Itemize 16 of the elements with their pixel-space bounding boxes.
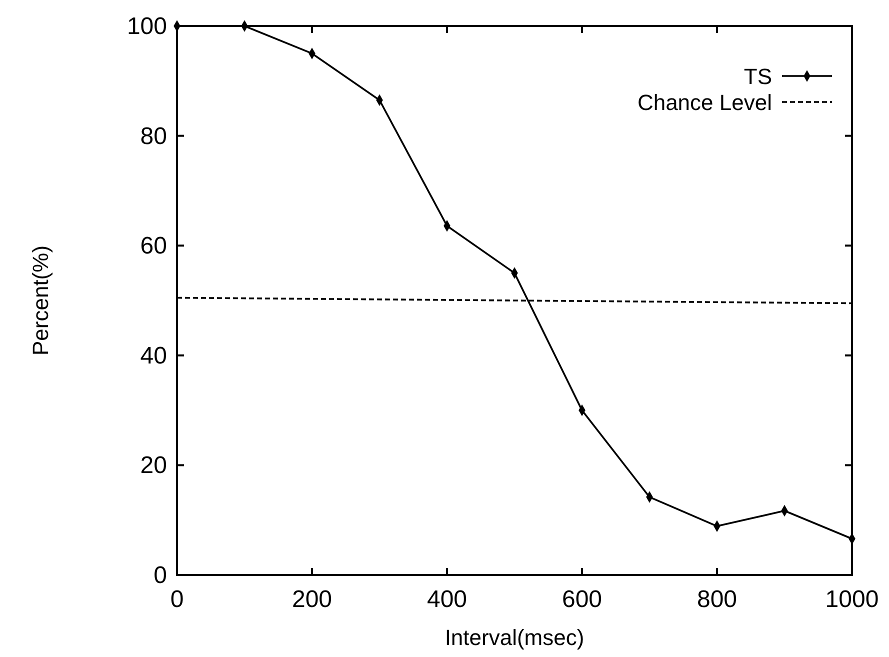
legend-label: Chance Level <box>637 90 772 115</box>
y-tick-label: 60 <box>140 232 167 260</box>
x-tick-label: 800 <box>696 586 738 613</box>
y-axis-title: Percent(%) <box>28 245 53 356</box>
x-axis-title: Interval(msec) <box>444 625 584 650</box>
x-tick-label: 200 <box>292 586 332 613</box>
x-tick-label: 0 <box>170 586 184 613</box>
y-tick-label: 40 <box>140 342 167 370</box>
x-tick-label: 600 <box>562 586 602 613</box>
x-tick-label: 400 <box>426 586 468 613</box>
y-tick-label: 0 <box>154 562 167 589</box>
x-tick-label: 1000 <box>825 586 879 613</box>
y-tick-label: 100 <box>126 13 167 40</box>
y-tick-label: 80 <box>140 122 167 150</box>
legend-label: TS <box>744 64 772 89</box>
y-tick-label: 20 <box>140 452 167 480</box>
